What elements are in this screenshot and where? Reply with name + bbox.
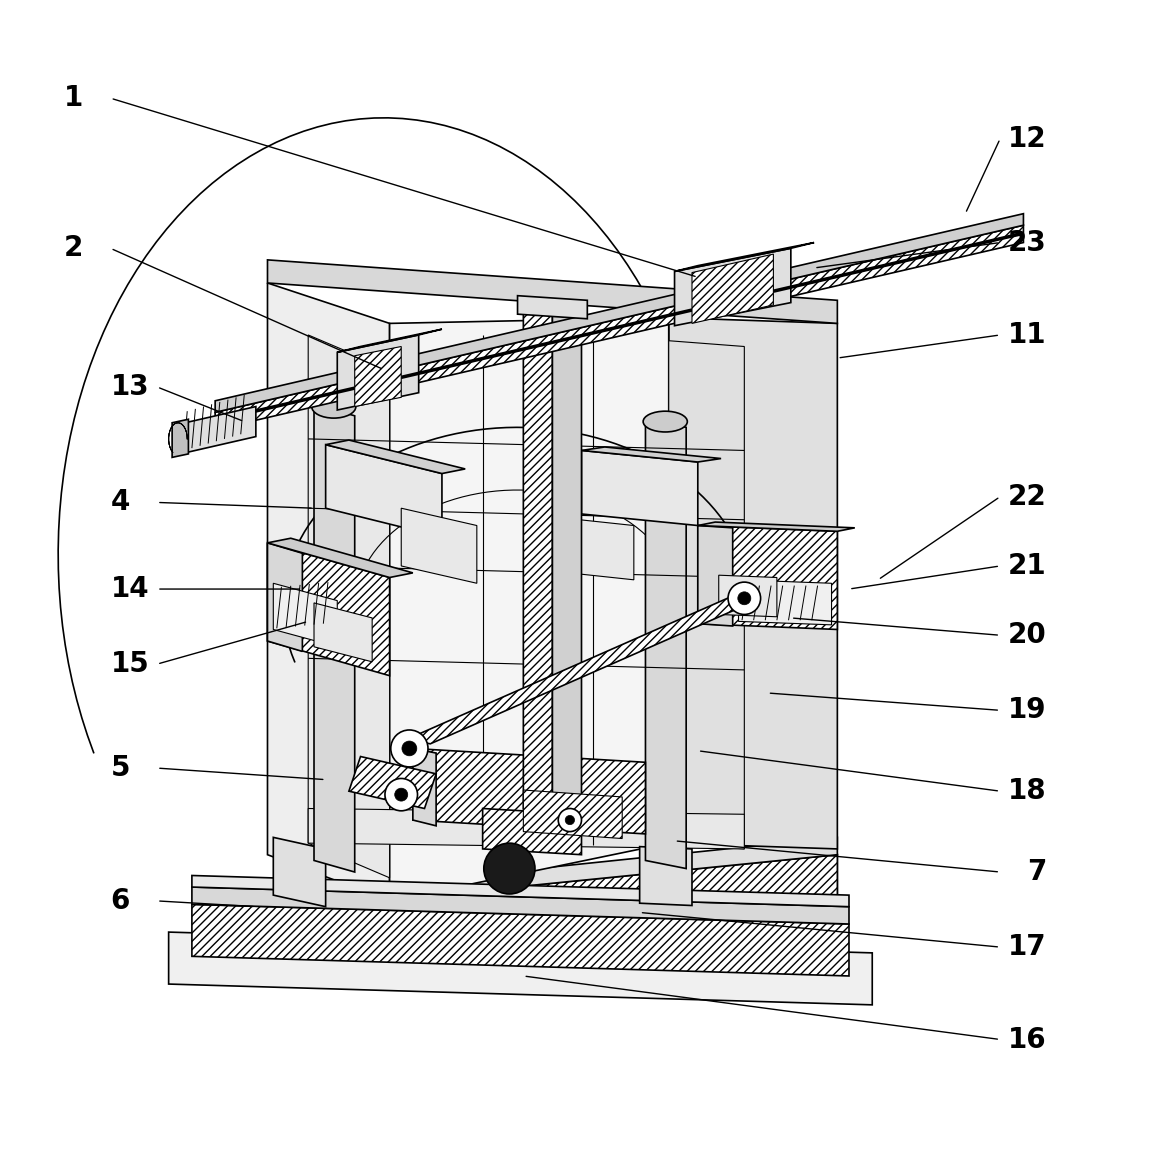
- Polygon shape: [337, 329, 442, 352]
- Polygon shape: [675, 243, 814, 271]
- Circle shape: [402, 742, 416, 755]
- Polygon shape: [523, 307, 552, 813]
- Text: 16: 16: [1008, 1026, 1047, 1053]
- Text: 21: 21: [1008, 552, 1047, 580]
- Text: 7: 7: [1027, 858, 1047, 886]
- Polygon shape: [215, 225, 1023, 430]
- Polygon shape: [640, 847, 692, 906]
- Polygon shape: [267, 260, 837, 323]
- Polygon shape: [215, 214, 1023, 412]
- Polygon shape: [675, 248, 791, 326]
- Text: 23: 23: [1008, 229, 1047, 256]
- Text: 22: 22: [1008, 483, 1047, 511]
- Polygon shape: [204, 855, 837, 959]
- Polygon shape: [204, 837, 837, 918]
- Text: 13: 13: [110, 373, 149, 401]
- Polygon shape: [192, 875, 849, 907]
- Polygon shape: [267, 543, 390, 676]
- Polygon shape: [390, 318, 669, 901]
- Polygon shape: [308, 808, 744, 849]
- Polygon shape: [326, 440, 465, 474]
- Polygon shape: [169, 932, 872, 1005]
- Polygon shape: [413, 748, 436, 826]
- Polygon shape: [326, 445, 442, 537]
- Text: 17: 17: [1008, 933, 1047, 961]
- Polygon shape: [669, 341, 744, 849]
- Polygon shape: [314, 603, 372, 662]
- Text: 18: 18: [1008, 777, 1047, 805]
- Circle shape: [558, 808, 582, 832]
- Text: 19: 19: [1008, 696, 1047, 724]
- Polygon shape: [719, 575, 777, 617]
- Circle shape: [385, 778, 418, 811]
- Text: 4: 4: [110, 489, 130, 516]
- Text: 15: 15: [110, 650, 149, 678]
- Text: 11: 11: [1008, 321, 1047, 349]
- Polygon shape: [698, 526, 733, 626]
- Polygon shape: [180, 407, 256, 454]
- Polygon shape: [518, 296, 587, 319]
- Polygon shape: [273, 837, 326, 907]
- Polygon shape: [267, 543, 302, 651]
- Polygon shape: [558, 517, 634, 580]
- Ellipse shape: [643, 411, 687, 432]
- Polygon shape: [645, 419, 686, 869]
- Polygon shape: [407, 596, 756, 744]
- Circle shape: [484, 843, 535, 894]
- Text: 20: 20: [1008, 621, 1047, 649]
- Polygon shape: [267, 538, 413, 578]
- Polygon shape: [413, 748, 645, 834]
- Polygon shape: [204, 855, 837, 959]
- Polygon shape: [192, 904, 849, 976]
- Polygon shape: [349, 757, 436, 808]
- Polygon shape: [582, 447, 721, 462]
- Polygon shape: [698, 526, 837, 629]
- Polygon shape: [739, 580, 832, 625]
- Text: 14: 14: [110, 575, 149, 603]
- Polygon shape: [355, 346, 401, 407]
- Text: 12: 12: [1008, 125, 1047, 152]
- Polygon shape: [582, 450, 698, 526]
- Polygon shape: [337, 335, 419, 410]
- Text: 2: 2: [64, 234, 84, 262]
- Circle shape: [737, 591, 751, 605]
- Polygon shape: [172, 419, 188, 457]
- Polygon shape: [552, 312, 582, 815]
- Polygon shape: [669, 318, 837, 849]
- Text: 5: 5: [110, 754, 130, 782]
- Polygon shape: [483, 808, 582, 855]
- Circle shape: [565, 815, 575, 825]
- Circle shape: [394, 788, 408, 802]
- Polygon shape: [523, 790, 622, 839]
- Ellipse shape: [312, 395, 356, 418]
- Polygon shape: [314, 404, 355, 872]
- Circle shape: [728, 582, 761, 614]
- Polygon shape: [273, 583, 337, 647]
- Polygon shape: [401, 508, 477, 583]
- Text: 6: 6: [110, 887, 130, 915]
- Polygon shape: [192, 887, 849, 924]
- Polygon shape: [267, 283, 390, 901]
- Circle shape: [391, 730, 428, 767]
- Text: 1: 1: [64, 84, 84, 112]
- Polygon shape: [692, 254, 773, 323]
- Polygon shape: [308, 335, 390, 878]
- Polygon shape: [698, 522, 855, 531]
